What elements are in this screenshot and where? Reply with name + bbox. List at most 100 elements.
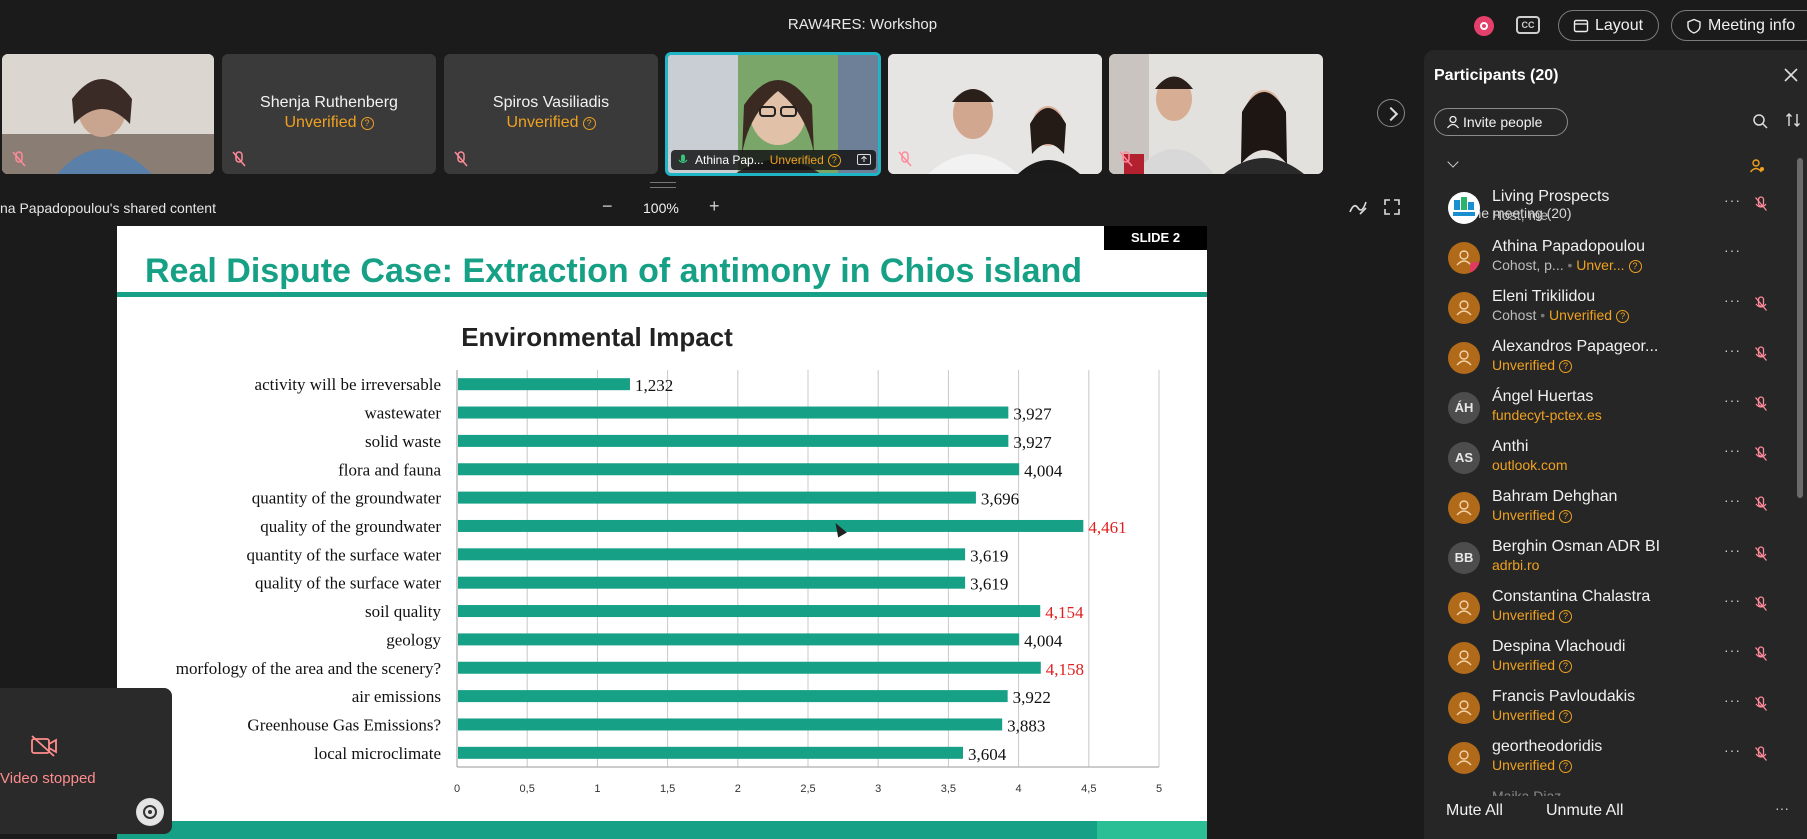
- x-tick-label: 2: [735, 783, 741, 795]
- participant-subtitle: outlook.com: [1492, 457, 1567, 473]
- more-options-icon[interactable]: ···: [1724, 592, 1741, 608]
- closed-captions-icon[interactable]: CC: [1516, 16, 1540, 34]
- participant-role: Host, me: [1492, 207, 1549, 223]
- slide-footer-band: [117, 821, 1207, 839]
- more-options-icon[interactable]: ···: [1724, 392, 1741, 408]
- muted-mic-icon[interactable]: [1754, 496, 1768, 512]
- muted-mic-icon[interactable]: [1754, 296, 1768, 312]
- annotate-icon[interactable]: [1348, 198, 1368, 216]
- fullscreen-icon[interactable]: [1383, 198, 1401, 216]
- sort-icon[interactable]: [1785, 112, 1801, 128]
- guest-group-icon[interactable]: [1749, 158, 1765, 174]
- video-tile-active-speaker[interactable]: Athina Pap... Unverified?: [665, 52, 881, 176]
- muted-mic-icon[interactable]: [1754, 596, 1768, 612]
- participant-row[interactable]: ÁH Ángel Huertas fundecyt-pctex.es ···: [1424, 386, 1784, 436]
- participant-row[interactable]: AS Anthi outlook.com ···: [1424, 436, 1784, 486]
- close-icon[interactable]: [1783, 67, 1799, 83]
- data-label: 3,927: [1013, 433, 1052, 452]
- more-options-icon[interactable]: ···: [1724, 492, 1741, 508]
- participant-row[interactable]: Eleni Trikilidou Cohost • Unverified? ···: [1424, 286, 1784, 336]
- participant-row[interactable]: Bahram Dehghan Unverified? ···: [1424, 486, 1784, 536]
- help-icon[interactable]: ?: [1559, 360, 1573, 373]
- mute-all-button[interactable]: Mute All: [1446, 802, 1503, 819]
- video-tile-5[interactable]: [888, 54, 1102, 174]
- participant-row[interactable]: Despina Vlachoudi Unverified? ···: [1424, 636, 1784, 686]
- muted-mic-icon[interactable]: [1754, 696, 1768, 712]
- x-tick-label: 3: [875, 783, 881, 795]
- participant-video-image: [2, 54, 214, 174]
- more-options-icon[interactable]: ···: [1724, 442, 1741, 458]
- avatar: [1448, 242, 1480, 274]
- more-options-icon[interactable]: ···: [1724, 342, 1741, 358]
- scrollbar-thumb[interactable]: [1797, 158, 1803, 498]
- participants-footer: Mute All Unmute All ···: [1424, 796, 1807, 839]
- more-options-icon[interactable]: ···: [1724, 642, 1741, 658]
- more-options-icon[interactable]: ···: [1724, 742, 1741, 758]
- muted-mic-icon[interactable]: [1754, 346, 1768, 362]
- participant-row[interactable]: BB Berghin Osman ADR BI adrbi.ro ···: [1424, 536, 1784, 586]
- invite-label: Invite people: [1463, 114, 1543, 130]
- help-icon[interactable]: ?: [1559, 660, 1573, 673]
- help-icon[interactable]: ?: [1559, 710, 1573, 723]
- video-strip-next-button[interactable]: [1377, 99, 1405, 127]
- muted-mic-icon[interactable]: [1754, 196, 1768, 212]
- participant-list-scrollbar[interactable]: [1797, 148, 1803, 788]
- participant-row[interactable]: Constantina Chalastra Unverified? ···: [1424, 586, 1784, 636]
- recording-icon[interactable]: [1474, 16, 1494, 36]
- layout-button[interactable]: Layout: [1558, 10, 1659, 41]
- shield-icon: [1687, 18, 1701, 34]
- video-tile-1[interactable]: [2, 54, 214, 174]
- participant-row[interactable]: Living Prospects Host, me ···: [1424, 186, 1784, 236]
- category-label: air emissions: [352, 687, 441, 706]
- search-icon[interactable]: [1752, 113, 1768, 129]
- more-options-icon[interactable]: ···: [1724, 242, 1741, 258]
- guest-person-icon: [1456, 600, 1472, 616]
- self-video-preview[interactable]: Video stopped: [0, 688, 172, 834]
- meeting-title: RAW4RES: Workshop: [787, 16, 938, 33]
- muted-mic-icon[interactable]: [1754, 746, 1768, 762]
- participant-name: Alexandros Papageor...: [1492, 338, 1659, 355]
- more-options-icon[interactable]: ···: [1724, 292, 1741, 308]
- participant-row[interactable]: Alexandros Papageor... Unverified? ···: [1424, 336, 1784, 386]
- help-icon[interactable]: ?: [1628, 260, 1642, 273]
- help-icon[interactable]: ?: [1559, 510, 1573, 523]
- data-label: 4,158: [1046, 660, 1084, 679]
- separator-dot: •: [1536, 307, 1550, 323]
- more-options-icon[interactable]: ···: [1724, 692, 1741, 708]
- video-tile-3[interactable]: Spiros Vasiliadis Unverified?: [444, 54, 658, 174]
- muted-mic-icon[interactable]: [1754, 546, 1768, 562]
- help-icon: ?: [360, 117, 374, 130]
- zoom-in-button[interactable]: +: [709, 196, 720, 216]
- separator-dot: •: [1563, 257, 1577, 273]
- help-icon[interactable]: ?: [1559, 610, 1573, 623]
- group-header[interactable]: In the meeting (20): [1454, 205, 1572, 221]
- x-tick-label: 4,5: [1081, 783, 1096, 795]
- help-icon[interactable]: ?: [1559, 760, 1573, 773]
- muted-mic-icon[interactable]: [1754, 396, 1768, 412]
- zoom-out-button[interactable]: −: [602, 196, 613, 216]
- unmute-all-button[interactable]: Unmute All: [1546, 802, 1624, 819]
- more-options-icon[interactable]: ···: [1775, 800, 1789, 816]
- gear-icon[interactable]: [136, 798, 164, 826]
- x-tick-label: 1: [594, 783, 600, 795]
- participant-row[interactable]: geortheodoridis Unverified? ···: [1424, 736, 1784, 786]
- muted-mic-icon: [1119, 151, 1133, 167]
- resize-handle[interactable]: [650, 182, 676, 188]
- muted-mic-icon[interactable]: [1754, 446, 1768, 462]
- muted-mic-icon[interactable]: [1754, 646, 1768, 662]
- more-options-icon[interactable]: ···: [1724, 192, 1741, 208]
- bar: [458, 718, 1003, 731]
- video-tile-2[interactable]: Shenja Ruthenberg Unverified?: [222, 54, 436, 174]
- bar-chart: 0 0,5 1 1,5 2 2,5 3 3,5 4 4,5 5 activity will be ir…: [176, 370, 1162, 795]
- participant-name: Living Prospects: [1492, 188, 1610, 205]
- avatar: [1448, 742, 1480, 774]
- invite-people-button[interactable]: Invite people: [1434, 108, 1568, 136]
- x-tick-label: 1,5: [660, 783, 675, 795]
- help-icon[interactable]: ?: [1616, 310, 1630, 323]
- participant-row[interactable]: Francis Pavloudakis Unverified? ···: [1424, 686, 1784, 736]
- more-options-icon[interactable]: ···: [1724, 542, 1741, 558]
- meeting-info-button[interactable]: Meeting info: [1671, 10, 1807, 41]
- bar: [458, 434, 1009, 447]
- video-tile-6[interactable]: [1109, 54, 1323, 174]
- participant-row[interactable]: Athina Papadopoulou Cohost, p... • Unver.…: [1424, 236, 1784, 286]
